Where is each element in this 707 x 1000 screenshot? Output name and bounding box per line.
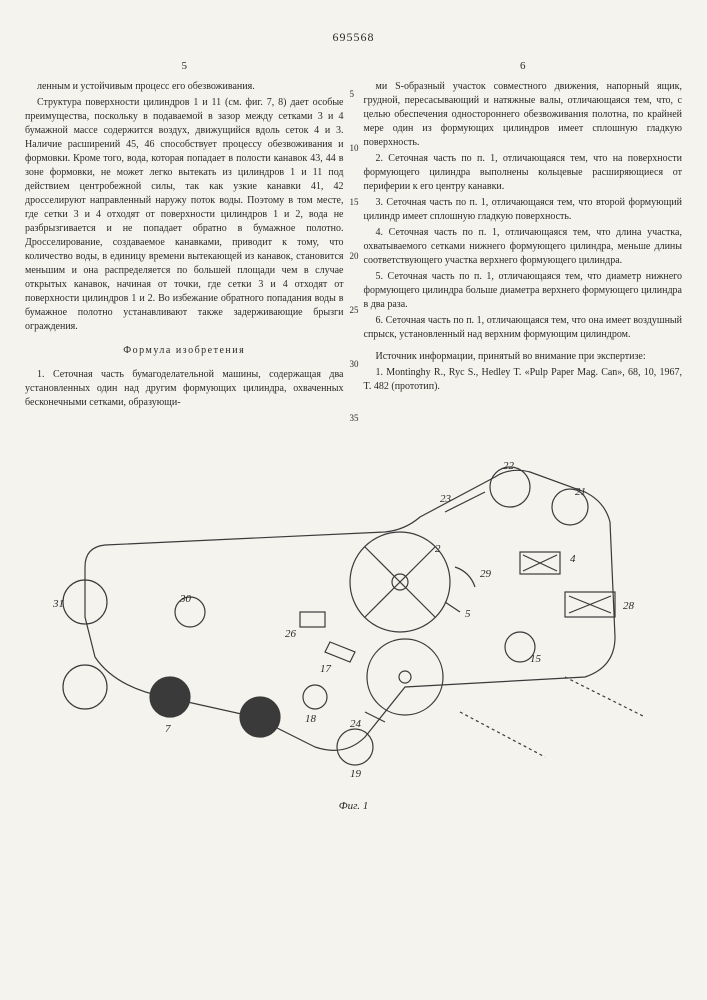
lbl-17: 17	[320, 663, 332, 675]
dash-1	[565, 677, 645, 717]
left-p2: Структура поверхности цилиндров 1 и 11 (…	[25, 96, 344, 334]
lbl-18: 18	[305, 713, 317, 725]
figure-svg: 21 22 23 30 31 26 17 29 28 24 7 19 18 15…	[25, 437, 682, 807]
ln-5: 5	[350, 90, 359, 99]
lower-cylinder-center	[399, 671, 411, 683]
ln-20: 20	[350, 252, 359, 261]
right-p6: 6. Сеточная часть по п. 1, отличающаяся …	[364, 314, 683, 342]
text-columns: 5 ленным и устойчивым процесс его обезво…	[25, 60, 682, 412]
right-p4: 4. Сеточная часть по п. 1, отличающаяся …	[364, 226, 683, 268]
right-column: ми S-образный участок совместного движен…	[364, 80, 683, 394]
left-column: ленным и устойчивым процесс его обезвожи…	[25, 80, 344, 410]
ln-15: 15	[350, 198, 359, 207]
lbl-2: 2	[435, 543, 441, 555]
right-p2: 2. Сеточная часть по п. 1, отличающаяся …	[364, 152, 683, 194]
element-26	[300, 612, 325, 627]
ln-25: 25	[350, 306, 359, 315]
lbl-15: 15	[530, 653, 542, 665]
lbl-21: 21	[575, 486, 586, 498]
line-24	[365, 712, 385, 722]
arrow-5	[445, 602, 460, 612]
right-p5: 5. Сеточная часть по п. 1, отличающаяся …	[364, 270, 683, 312]
lbl-28: 28	[623, 600, 635, 612]
document-number: 695568	[25, 30, 682, 45]
ln-30: 30	[350, 360, 359, 369]
lbl-30: 30	[179, 593, 192, 605]
roller-22	[490, 467, 530, 507]
lbl-22: 22	[503, 460, 515, 472]
roller-18	[303, 685, 327, 709]
arrow-29	[455, 567, 475, 587]
roller-7a	[150, 677, 190, 717]
formula-title: Формула изобретения	[25, 344, 344, 358]
lbl-29: 29	[480, 568, 492, 580]
left-p1: ленным и устойчивым процесс его обезвожи…	[25, 80, 344, 94]
lbl-7: 7	[165, 723, 171, 735]
left-p3: 1. Сеточная часть бумагоделательной маши…	[25, 368, 344, 410]
lbl-26: 26	[285, 628, 297, 640]
lbl-4: 4	[570, 553, 576, 565]
lbl-19: 19	[350, 768, 362, 780]
lbl-31: 31	[52, 598, 64, 610]
source-ref: 1. Montinghy R., Ryc S., Hedley T. «Pulp…	[364, 366, 683, 394]
line-23	[445, 492, 485, 512]
right-p1: ми S-образный участок совместного движен…	[364, 80, 683, 150]
right-p3: 3. Сеточная часть по п. 1, отличающаяся …	[364, 196, 683, 224]
element-17	[325, 642, 355, 662]
right-col-number: 6	[364, 60, 683, 72]
left-col-number: 5	[25, 60, 344, 72]
figure-caption: Фиг. 1	[339, 800, 369, 812]
document-header: 695568	[25, 30, 682, 45]
figure-1: 21 22 23 30 31 26 17 29 28 24 7 19 18 15…	[25, 437, 682, 817]
source-title: Источник информации, принятый во внимани…	[364, 350, 683, 364]
lbl-24: 24	[350, 718, 362, 730]
lbl-23: 23	[440, 493, 452, 505]
line-numbers-col: 5 10 15 20 25 30 35	[350, 90, 359, 423]
lower-cylinder	[367, 639, 443, 715]
ln-10: 10	[350, 144, 359, 153]
roller-left-bottom	[63, 665, 107, 709]
lbl-5: 5	[465, 608, 471, 620]
roller-19	[337, 729, 373, 765]
ln-35: 35	[350, 414, 359, 423]
roller-7b	[240, 697, 280, 737]
dash-2	[460, 712, 545, 757]
